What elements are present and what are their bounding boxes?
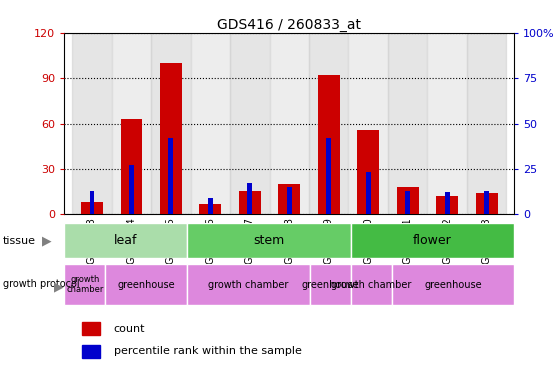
Bar [105, 264, 187, 305]
Bar [168, 138, 173, 214]
Bar [350, 223, 514, 258]
Bar [309, 33, 348, 214]
Bar [200, 203, 221, 214]
Text: stem: stem [253, 234, 285, 247]
Text: leaf: leaf [114, 234, 138, 247]
Bar [239, 191, 260, 214]
Bar [81, 202, 103, 214]
Bar [72, 33, 112, 214]
Text: count: count [114, 324, 145, 333]
Bar [64, 264, 105, 305]
Bar [484, 191, 489, 214]
Bar [230, 33, 269, 214]
Bar [160, 63, 182, 214]
Text: growth
chamber: growth chamber [66, 275, 103, 294]
Bar [388, 33, 428, 214]
Bar [310, 264, 350, 305]
Bar [278, 184, 300, 214]
Bar [129, 165, 134, 214]
Bar [151, 33, 191, 214]
Text: greenhouse: greenhouse [117, 280, 175, 290]
Text: growth chamber: growth chamber [331, 280, 411, 290]
Bar [82, 322, 100, 335]
Title: GDS416 / 260833_at: GDS416 / 260833_at [217, 18, 361, 32]
Bar [366, 172, 371, 214]
Text: ▶: ▶ [42, 234, 51, 247]
Bar [391, 264, 514, 305]
Bar [64, 223, 187, 258]
Bar [112, 33, 151, 214]
Bar [287, 187, 292, 214]
Text: tissue: tissue [3, 236, 36, 246]
Bar [187, 264, 310, 305]
Bar [437, 196, 458, 214]
Text: greenhouse: greenhouse [424, 280, 482, 290]
Bar [357, 130, 379, 214]
Bar [121, 119, 142, 214]
Bar [82, 345, 100, 358]
Bar [191, 33, 230, 214]
Bar [445, 193, 449, 214]
Bar [187, 223, 350, 258]
Bar [248, 183, 252, 214]
Bar [348, 33, 388, 214]
Text: percentile rank within the sample: percentile rank within the sample [114, 346, 302, 356]
Bar [428, 33, 467, 214]
Text: greenhouse: greenhouse [301, 280, 359, 290]
Bar [89, 191, 94, 214]
Text: flower: flower [413, 234, 452, 247]
Text: growth protocol: growth protocol [3, 279, 79, 289]
Bar [397, 187, 419, 214]
Bar [476, 193, 498, 214]
Bar [208, 198, 213, 214]
Bar [467, 33, 506, 214]
Bar [269, 33, 309, 214]
Bar [318, 75, 340, 214]
Text: growth chamber: growth chamber [208, 280, 288, 290]
Bar [326, 138, 331, 214]
Bar [350, 264, 391, 305]
Bar [405, 191, 410, 214]
Text: ▶: ▶ [54, 281, 64, 294]
